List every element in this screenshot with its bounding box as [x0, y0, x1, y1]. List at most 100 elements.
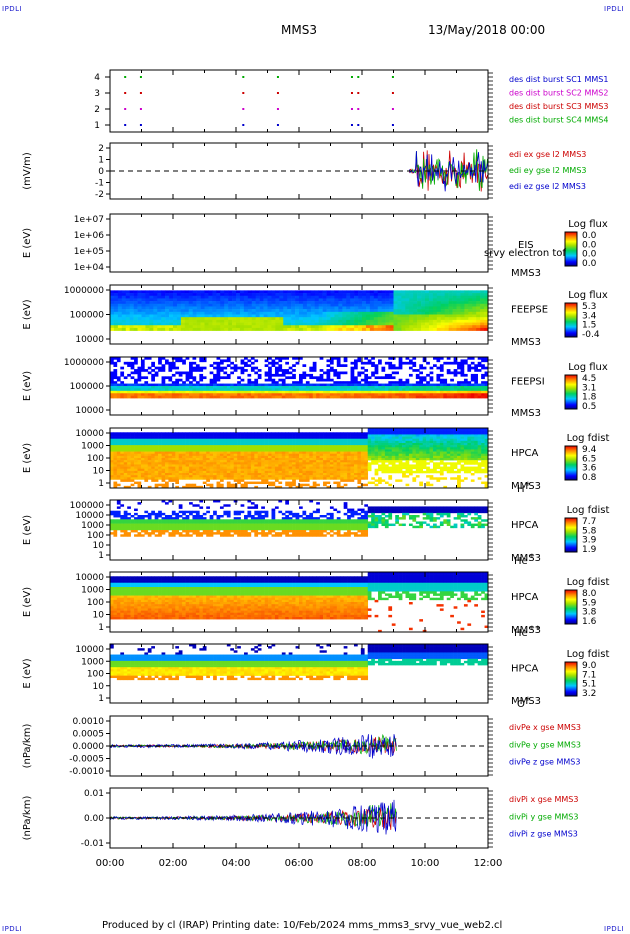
- heatmap-cell: [312, 386, 317, 389]
- heatmap-cell: [169, 306, 174, 310]
- heatmap-cell: [439, 447, 444, 450]
- heatmap-cell: [116, 451, 121, 455]
- heatmap-cell: [147, 462, 152, 465]
- heatmap-cell: [381, 455, 386, 459]
- heatmap-cell: [173, 311, 178, 315]
- heatmap-cell: [278, 383, 283, 387]
- heatmap-cell: [161, 395, 166, 399]
- heatmap-cell: [144, 381, 149, 384]
- heatmap-cell: [446, 361, 451, 365]
- heatmap-cell: [439, 443, 444, 446]
- heatmap-cell: [444, 317, 449, 321]
- heatmap-cell: [204, 317, 209, 321]
- heatmap-cell: [291, 290, 296, 294]
- heatmap-cell: [200, 309, 205, 313]
- heatmap-cell: [452, 290, 457, 294]
- heatmap-cell: [127, 445, 131, 448]
- heatmap-cell: [230, 440, 235, 444]
- heatmap-cell: [305, 438, 310, 442]
- heatmap-cell: [236, 317, 241, 321]
- heatmap-cell: [381, 317, 386, 321]
- heatmap-cell: [240, 383, 245, 387]
- burst-mark: [391, 124, 394, 126]
- heatmap-cell: [133, 317, 138, 321]
- heatmap-cell: [450, 443, 454, 446]
- heatmap-cell: [168, 366, 173, 370]
- heatmap-cell: [340, 390, 344, 394]
- heatmap-cell: [271, 481, 276, 485]
- heatmap-cell: [333, 451, 338, 455]
- heatmap-cell: [402, 395, 406, 399]
- heatmap-cell: [464, 314, 469, 318]
- heatmap-cell: [378, 428, 382, 431]
- heatmap-cell: [223, 393, 228, 396]
- heatmap-cell: [419, 466, 424, 470]
- heatmap-cell: [226, 451, 231, 455]
- heatmap-cell: [326, 319, 331, 323]
- heatmap-cell: [316, 483, 320, 487]
- heatmap-cell: [209, 470, 214, 474]
- heatmap-cell: [255, 322, 260, 326]
- heatmap-cell: [168, 464, 173, 467]
- heatmap-cell: [453, 449, 458, 452]
- heatmap-cell: [268, 451, 272, 455]
- heatmap-cell: [302, 386, 307, 389]
- heatmap-cell: [371, 445, 375, 448]
- heatmap-cell: [448, 325, 453, 329]
- heatmap-cell: [425, 306, 430, 310]
- heatmap-cell: [312, 470, 317, 474]
- heatmap-cell: [116, 443, 121, 446]
- heatmap-cell: [476, 309, 481, 313]
- heatmap-cell: [259, 319, 264, 323]
- heatmap-cell: [433, 455, 437, 459]
- heatmap-cell: [385, 311, 390, 315]
- heatmap-cell: [350, 309, 355, 313]
- heatmap-cell: [244, 462, 248, 465]
- heatmap-cell: [228, 295, 233, 299]
- heatmap-cell: [161, 477, 166, 480]
- heatmap-cell: [125, 301, 130, 305]
- heatmap-cell: [185, 470, 190, 474]
- heatmap-cell: [436, 293, 442, 297]
- heatmap-cell: [422, 464, 427, 467]
- heatmap-cell: [391, 393, 396, 396]
- heatmap-cell: [433, 383, 437, 387]
- heatmap-cell: [468, 325, 473, 329]
- heatmap-cell: [169, 319, 174, 323]
- heatmap-cell: [295, 309, 300, 313]
- heatmap-cell: [388, 475, 393, 478]
- heatmap-cell: [405, 381, 410, 384]
- heatmap-cell: [433, 428, 437, 431]
- heatmap-cell: [453, 388, 458, 392]
- heatmap-cell: [141, 301, 146, 305]
- heatmap-cell: [340, 386, 344, 389]
- heatmap-cell: [318, 325, 323, 329]
- heatmap-cell: [398, 438, 403, 442]
- heatmap-cell: [412, 369, 417, 372]
- heatmap-cell: [360, 447, 365, 450]
- heatmap-cell: [251, 298, 256, 302]
- heatmap-cell: [169, 314, 174, 318]
- heatmap-cell: [137, 455, 142, 459]
- heatmap-cell: [433, 395, 437, 399]
- heatmap-cell: [209, 483, 214, 487]
- heatmap-cell: [196, 303, 201, 307]
- heatmap-cell: [120, 390, 125, 394]
- heatmap-cell: [199, 357, 204, 360]
- heatmap-cell: [250, 440, 255, 444]
- heatmap-cell: [415, 447, 420, 450]
- heatmap-cell: [140, 447, 145, 450]
- heatmap-cell: [240, 466, 245, 470]
- heatmap-cell: [346, 295, 351, 299]
- heatmap-cell: [123, 470, 128, 474]
- heatmap-cell: [199, 477, 204, 480]
- heatmap-cell: [137, 295, 142, 299]
- heatmap-cell: [130, 447, 135, 450]
- heatmap-cell: [110, 295, 115, 299]
- heatmap-cell: [120, 451, 125, 455]
- heatmap-cell: [137, 466, 142, 470]
- heatmap-cell: [333, 447, 338, 450]
- heatmap-cell: [310, 303, 316, 307]
- heatmap-cell: [336, 383, 341, 387]
- heatmap-cell: [271, 309, 276, 313]
